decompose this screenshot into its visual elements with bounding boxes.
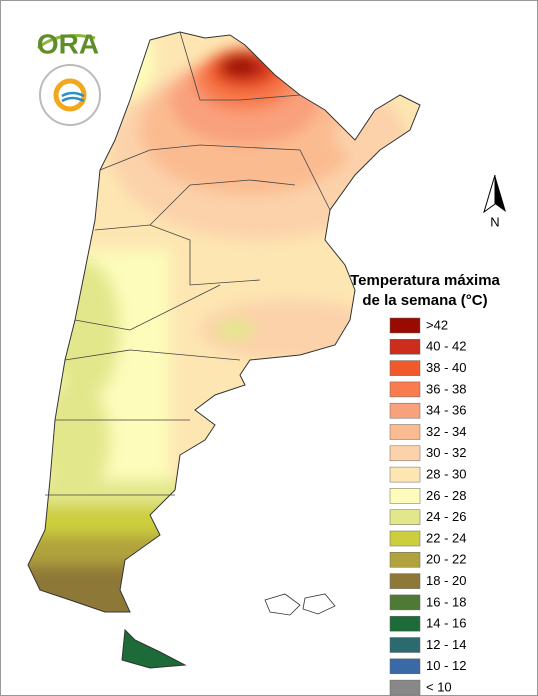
legend-label: 20 - 22: [426, 552, 466, 567]
north-label: N: [490, 214, 499, 229]
legend-swatch: [389, 445, 421, 462]
ora-logo: ORA: [37, 28, 99, 59]
north-arrow: N: [483, 174, 506, 229]
legend-swatch: [389, 339, 421, 355]
legend-label: 24 - 26: [426, 509, 466, 524]
legend-swatch: [389, 573, 421, 589]
legend-swatch: [389, 402, 421, 419]
legend-label: 10 - 12: [426, 658, 466, 673]
legend-swatch: [389, 530, 421, 547]
smn-seal: [39, 64, 101, 126]
legend-title: Temperatura máxima: [350, 272, 500, 289]
legend-swatch: [389, 360, 421, 376]
legend-label: 26 - 28: [426, 488, 466, 503]
legend-swatch: [389, 424, 421, 440]
malvinas: [264, 593, 336, 616]
logo-text: ORA: [37, 28, 99, 59]
legend-swatch: [389, 466, 421, 483]
legend-swatch: [389, 658, 421, 675]
legend-label: 34 - 36: [426, 403, 466, 418]
legend-label: 38 - 40: [426, 360, 466, 375]
legend-label: 40 - 42: [426, 339, 466, 354]
legend-label: >42: [426, 317, 448, 332]
country-outline: [27, 31, 421, 613]
legend-swatch: [389, 637, 421, 653]
legend-swatch: [389, 317, 421, 334]
legend-label: 22 - 24: [426, 530, 466, 545]
tierra-del-fuego: [121, 628, 187, 669]
legend-label: 12 - 14: [426, 637, 466, 652]
legend-label: 30 - 32: [426, 445, 466, 460]
legend-label: < 10: [426, 680, 452, 695]
legend-label: 16 - 18: [426, 594, 466, 609]
legend-swatch: [389, 679, 421, 696]
province-borders: [45, 31, 331, 496]
legend-swatch: [389, 381, 421, 398]
legend-label: 18 - 20: [426, 573, 466, 588]
legend-swatch: [389, 488, 421, 504]
legend-title: de la semana (°C): [362, 292, 487, 309]
legend-swatch: [389, 594, 421, 611]
legend-swatch: [389, 552, 421, 568]
legend-label: 32 - 34: [426, 424, 466, 439]
legend-swatch: [389, 615, 421, 632]
legend-label: 36 - 38: [426, 381, 466, 396]
legend-label: 28 - 30: [426, 467, 466, 482]
legend-label: 14 - 16: [426, 616, 466, 631]
legend-swatch: [389, 509, 421, 525]
legend: Temperatura máxima de la semana (°C) >42…: [350, 272, 501, 696]
